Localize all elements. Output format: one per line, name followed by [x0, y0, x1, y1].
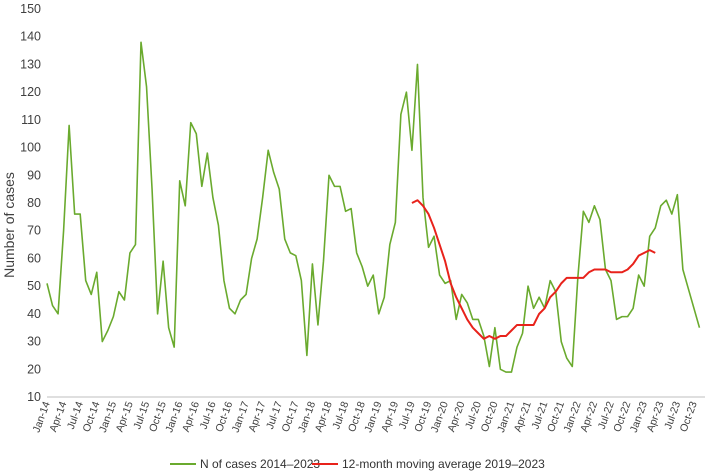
series-line-cases [46, 41, 701, 373]
y-tick-label: 150 [20, 2, 41, 16]
y-axis-label: Number of cases [1, 172, 17, 278]
y-tick-label: 120 [20, 85, 41, 99]
series-group [46, 41, 701, 373]
x-axis: Jan-14Apr-14Jul-14Oct-14Jan-15Apr-15Jul-… [31, 400, 700, 434]
legend-label-cases: N of cases 2014–2023 [200, 457, 320, 471]
y-tick-label: 10 [27, 390, 41, 404]
y-tick-label: 60 [27, 251, 41, 265]
legend-label-moving-average: 12-month moving average 2019–2023 [342, 457, 545, 471]
y-tick-label: 80 [27, 196, 41, 210]
y-tick-label: 130 [20, 57, 41, 71]
y-tick-label: 100 [20, 141, 41, 155]
y-tick-label: 140 [20, 30, 41, 44]
y-axis: 10 20 30 40 50 60 70 80 90 100 110 120 130 140 150 [20, 2, 41, 404]
y-tick-label: 110 [21, 113, 41, 127]
series-line-moving-average [411, 199, 656, 340]
y-tick-label: 40 [27, 307, 41, 321]
y-tick-label: 30 [27, 335, 41, 349]
y-tick-label: 90 [27, 168, 41, 182]
y-tick-label: 70 [27, 224, 41, 238]
legend: N of cases 2014–2023 12-month moving ave… [170, 457, 545, 471]
y-tick-label: 50 [27, 279, 41, 293]
y-tick-label: 20 [27, 362, 41, 376]
